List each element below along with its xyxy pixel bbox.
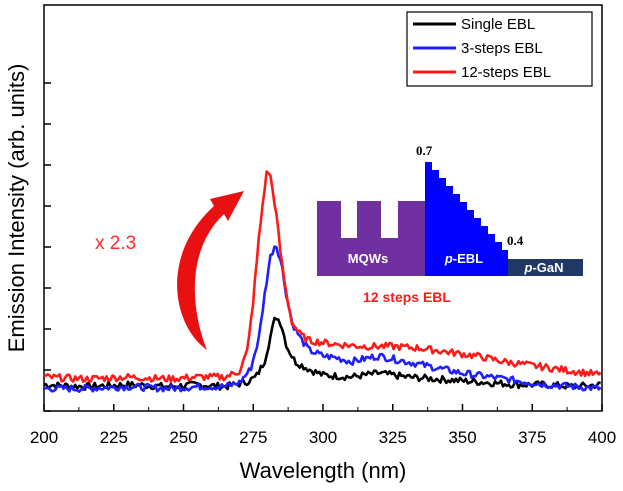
inset-mqw-label: MQWs bbox=[348, 251, 388, 266]
x-tick-label: 225 bbox=[100, 428, 128, 447]
legend-label: Single EBL bbox=[461, 16, 535, 33]
x-axis-title: Wavelength (nm) bbox=[240, 458, 407, 483]
legend-label: 12-steps EBL bbox=[461, 64, 551, 81]
legend: Single EBL 3-steps EBL 12-steps EBL bbox=[406, 11, 593, 87]
x-tick-label: 250 bbox=[169, 428, 197, 447]
inset-top-value: 0.7 bbox=[416, 143, 433, 158]
inset-gan-label: p-GaN bbox=[523, 260, 563, 275]
x-tick-label: 325 bbox=[379, 428, 407, 447]
enhancement-arrow-icon bbox=[177, 191, 244, 350]
series-line bbox=[44, 245, 602, 393]
inset-caption: 12 steps EBL bbox=[363, 289, 451, 305]
x-tick-label: 200 bbox=[30, 428, 58, 447]
series-line bbox=[43, 170, 602, 383]
y-axis-title: Emission Intensity (arb. units) bbox=[4, 64, 29, 353]
x-tick-label: 400 bbox=[588, 428, 616, 447]
y-axis-ticks bbox=[44, 82, 51, 412]
inset-ebl-label: p-EBL bbox=[444, 251, 483, 266]
band-diagram-inset: MQWs p-EBL p-GaN 0.7 0.4 12 steps EBL bbox=[317, 143, 583, 305]
x-tick-label: 350 bbox=[448, 428, 476, 447]
inset-bottom-value: 0.4 bbox=[507, 233, 524, 248]
data-series bbox=[43, 170, 602, 393]
x-tick-label: 300 bbox=[309, 428, 337, 447]
x-tick-label: 275 bbox=[239, 428, 267, 447]
legend-label: 3-steps EBL bbox=[461, 40, 543, 57]
inset-gan-block bbox=[508, 259, 583, 276]
inset-mqw-block bbox=[317, 201, 425, 276]
inset-ebl-staircase bbox=[425, 162, 508, 276]
x-tick-label: 375 bbox=[518, 428, 546, 447]
x-axis-ticks bbox=[43, 404, 603, 411]
enhancement-factor-label: x 2.3 bbox=[95, 233, 136, 254]
x-tick-labels: 200 225 250 275 300 325 350 375 400 bbox=[30, 428, 616, 447]
